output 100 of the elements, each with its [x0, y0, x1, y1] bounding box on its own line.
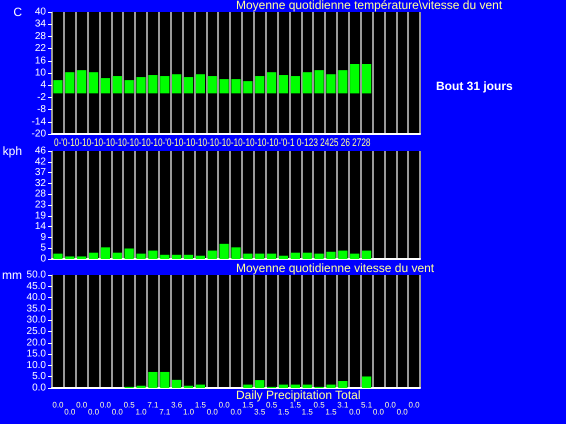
data-label: 0.0 — [349, 408, 361, 416]
data-label: 1.5 — [290, 400, 302, 410]
y-tick-label: -2 — [37, 92, 46, 103]
y-tick-label: 35.0 — [26, 303, 46, 314]
bar — [160, 372, 170, 388]
bar — [278, 75, 288, 94]
y-tick-label: 40 — [34, 6, 46, 18]
y-tick-label: 28 — [34, 30, 46, 42]
bar — [196, 74, 206, 94]
bar — [362, 64, 372, 94]
bar — [290, 384, 300, 388]
bar — [184, 77, 194, 94]
y-tick-label: 0 — [40, 254, 46, 264]
bar — [290, 76, 300, 94]
y-tick-label: 19 — [34, 210, 46, 222]
y-tick-label: 50.0 — [26, 270, 46, 280]
bar — [326, 384, 336, 388]
bar — [112, 252, 122, 259]
data-label: 0.0 — [396, 408, 408, 416]
bar — [136, 254, 146, 259]
bar — [231, 247, 241, 259]
y-tick-label: 16 — [34, 55, 46, 66]
bar — [88, 252, 98, 259]
y-axis-title: C — [13, 5, 22, 19]
data-label: 0.0 — [112, 408, 124, 416]
data-label: 1.5 — [242, 400, 254, 410]
bar — [338, 250, 348, 259]
data-label: 0.5 — [314, 400, 326, 410]
bar — [302, 252, 312, 259]
bar — [65, 256, 74, 259]
y-tick-label: -20 — [32, 128, 46, 140]
y-tick-label: 34 — [34, 18, 46, 30]
y-tick-label: 5.0 — [32, 371, 46, 382]
y-tick-label: 40.0 — [26, 292, 46, 304]
bar — [148, 372, 158, 388]
data-label: 7.1 — [159, 408, 171, 416]
y-tick-label: 5 — [40, 242, 46, 254]
y-tick-label: 9 — [40, 232, 46, 243]
y-tick-label: -8 — [37, 104, 46, 116]
y-tick-label: 42 — [34, 156, 46, 168]
bar — [148, 250, 158, 259]
bar — [326, 74, 336, 94]
bar — [350, 64, 360, 94]
y-axis-title: kph — [2, 144, 22, 158]
y-tick-label: 28 — [34, 188, 46, 200]
bar — [231, 79, 241, 94]
y-tick-label: 23 — [34, 200, 46, 210]
data-label: 0.5 — [124, 400, 136, 410]
data-label: 0.0 — [230, 408, 242, 416]
bar — [196, 384, 206, 388]
data-label: 0.0 — [218, 400, 230, 410]
y-tick-label: 4 — [40, 80, 46, 91]
bar — [220, 79, 229, 94]
bar — [160, 254, 170, 259]
y-tick-label: 45.0 — [26, 280, 46, 292]
bar — [124, 248, 134, 259]
bar — [148, 75, 158, 94]
bar — [124, 80, 134, 94]
y-tick-label: 14 — [34, 221, 46, 232]
x-axis-title: Daily Precipitation Total — [236, 388, 361, 402]
data-label: 5.1 — [361, 400, 373, 410]
y-tick-label: -14 — [32, 116, 46, 128]
bar — [220, 244, 229, 259]
bar — [278, 256, 288, 259]
data-label: 7.1 — [147, 400, 160, 410]
y-tick-label: 10 — [34, 68, 46, 78]
bar — [314, 254, 324, 259]
y-axis-title: mm — [2, 268, 22, 282]
bar — [77, 70, 86, 94]
bar — [266, 72, 276, 94]
y-tick-label: 30.0 — [26, 314, 46, 326]
bar — [290, 252, 300, 259]
data-label: 0.5 — [266, 400, 278, 410]
data-label: 0.0 — [64, 408, 76, 416]
bar — [362, 250, 372, 259]
bar — [255, 254, 264, 259]
bar — [172, 74, 182, 94]
bar — [88, 72, 98, 94]
data-label: 3.6 — [171, 400, 183, 410]
bar — [53, 80, 63, 94]
bar — [243, 384, 252, 388]
bar — [208, 76, 217, 94]
data-label: 1.5 — [194, 400, 206, 410]
chart-title: Moyenne quotidienne température\vitesse du vent — [236, 0, 503, 12]
data-label: 0.0 — [52, 400, 64, 410]
bar — [338, 70, 348, 94]
bar — [196, 256, 206, 259]
data-label: 0.0 — [88, 408, 100, 416]
bar — [278, 384, 288, 388]
y-tick-label: 37 — [34, 167, 46, 178]
bar — [160, 76, 170, 94]
y-tick-label: 15.0 — [26, 348, 46, 360]
chart-title: Moyenne quotidienne vitesse du vent — [236, 261, 435, 275]
bar — [302, 72, 312, 94]
text: Bout 31 jours — [436, 79, 513, 93]
bar — [100, 78, 110, 94]
bar — [314, 70, 324, 94]
data-label: 0.0 — [76, 400, 88, 410]
bar — [100, 247, 110, 259]
bar — [243, 81, 252, 94]
